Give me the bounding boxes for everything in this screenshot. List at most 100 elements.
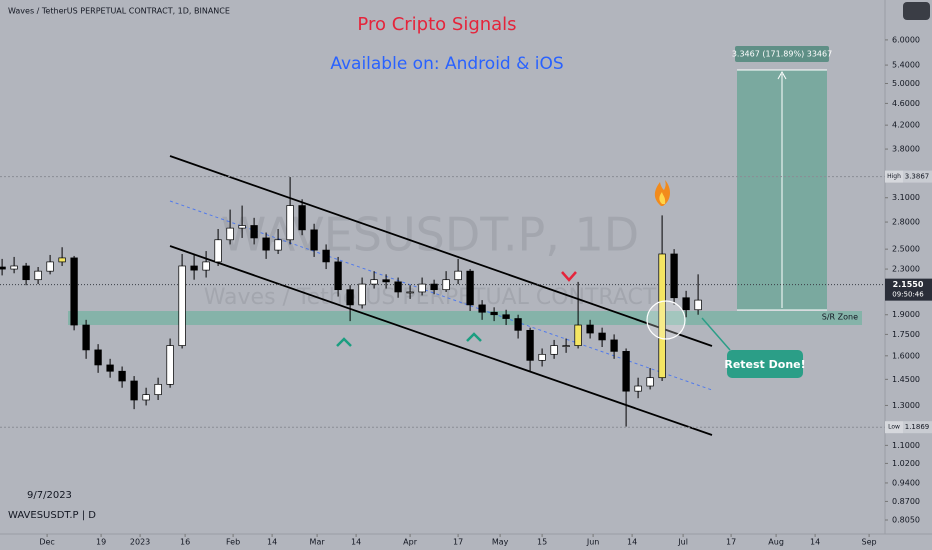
x-tick-label: Apr [403, 538, 418, 547]
candle-body [166, 345, 174, 385]
x-tick-label: Mar [310, 538, 326, 547]
flame-icon [654, 180, 671, 206]
plot [0, 176, 885, 428]
subtitle: Available on: Android & iOS [330, 54, 563, 74]
candle-body [286, 205, 294, 241]
channel-top [169, 155, 713, 347]
candle-body [646, 377, 654, 387]
x-tick-label: 17 [726, 538, 736, 547]
y-tick-label: 1.4500 [892, 375, 920, 384]
candle-body [226, 227, 234, 241]
sr-zone-label: S/R Zone [822, 313, 858, 322]
x-tick-label: Feb [226, 538, 240, 547]
down-marker [561, 271, 577, 282]
y-tick-label: 2.5000 [892, 245, 920, 254]
candle-body [106, 364, 114, 372]
candle-body [370, 279, 378, 285]
candle-body [682, 297, 690, 311]
x-tick-label: Jul [677, 538, 688, 547]
x-tick-label: 14 [627, 538, 637, 547]
candle-body [382, 279, 390, 283]
y-tick-label: 1.7500 [892, 330, 920, 339]
y-tick-label: 3.1000 [892, 193, 920, 202]
header: Waves / TetherUS PERPETUAL CONTRACT, 1D,… [8, 7, 230, 16]
title: Pro Cripto Signals [357, 14, 516, 35]
candle-body [58, 257, 66, 263]
candle-body [598, 332, 606, 341]
y-tick-label: 2.8000 [892, 218, 920, 227]
x-tick-label: 14 [267, 538, 277, 547]
measure-label: 3.3467 (171.89%) 33467 [732, 50, 832, 59]
price-tag-value: 1.1869 [905, 423, 930, 431]
candle-body [490, 311, 498, 316]
candle-body [574, 324, 582, 346]
candle-body [694, 299, 702, 311]
x-tick-label: 15 [537, 538, 547, 547]
x-tick-label: 14 [351, 538, 361, 547]
candle-body [358, 283, 366, 306]
price-tag-value-bg [903, 170, 932, 183]
x-tick-label: 17 [453, 538, 463, 547]
candle-body [658, 253, 666, 379]
candle-body [562, 345, 570, 347]
y-tick-label: 1.0200 [892, 459, 920, 468]
watermark: WAVESUSDT.P, 1D [221, 208, 639, 262]
watermark-sub: Waves / TetherUS PERPETUAL CONTRACT [204, 285, 657, 310]
candle-body [250, 225, 258, 239]
candle-body [238, 225, 246, 229]
up-marker [336, 337, 352, 347]
candle-body [178, 265, 186, 346]
callout-label: Retest Done! [724, 358, 805, 371]
candle-body [202, 261, 210, 271]
last-price-tag [885, 278, 932, 301]
price-tag [885, 421, 903, 434]
candle-body [586, 324, 594, 334]
y-tick-label: 2.3000 [892, 265, 920, 274]
candle-body [262, 237, 270, 251]
x-tick-label: Jun [586, 538, 600, 547]
measure-box [735, 46, 829, 62]
candle-body [298, 205, 306, 231]
y-tick-label: 6.0000 [892, 35, 920, 44]
candle-body [94, 349, 102, 366]
candle-body [430, 283, 438, 291]
symbol-label: WAVESUSDT.P | D [8, 510, 96, 521]
date-label: 9/7/2023 [27, 490, 72, 501]
x-tick-label: May [492, 538, 509, 547]
candle-body [346, 289, 354, 306]
candle-body [502, 314, 510, 319]
up-marker [466, 332, 482, 342]
y-tick-label: 1.3000 [892, 401, 920, 410]
candle-body [334, 261, 342, 291]
y-tick-label: 0.9400 [892, 478, 920, 487]
y-tick-label: 1.9000 [892, 310, 920, 319]
candle-body [394, 281, 402, 293]
candle-body [214, 239, 222, 263]
x-tick-label: Sep [862, 538, 877, 547]
y-tick-label: 5.0000 [892, 79, 920, 88]
callout-box [727, 350, 803, 378]
candle-body [0, 266, 6, 270]
candle-body [454, 270, 462, 281]
target-arrowhead [777, 70, 787, 80]
axes: 6.0000 5.4000 5.0000 4.6000 4.2000 3.8000 3.10… [39, 35, 932, 547]
y-tick-label: 4.2000 [892, 121, 920, 130]
candle-body [514, 318, 522, 331]
y-tick-label: 1.1000 [892, 441, 920, 450]
candle-body [142, 394, 150, 401]
candle-body [34, 270, 42, 281]
menu-button[interactable] [903, 2, 930, 20]
candle-body [670, 253, 678, 299]
retest-circle [646, 300, 686, 340]
candle-body [310, 229, 318, 251]
candle-body [634, 385, 642, 392]
candle-body [70, 257, 78, 326]
x-tick-label: Dec [39, 538, 54, 547]
candle-body [130, 380, 138, 401]
candle-body [190, 265, 198, 271]
candle-body [154, 383, 162, 396]
callout-pointer [701, 317, 731, 351]
y-tick-label: 5.4000 [892, 61, 920, 70]
last-price-clock: 09:50:46 [892, 291, 924, 299]
